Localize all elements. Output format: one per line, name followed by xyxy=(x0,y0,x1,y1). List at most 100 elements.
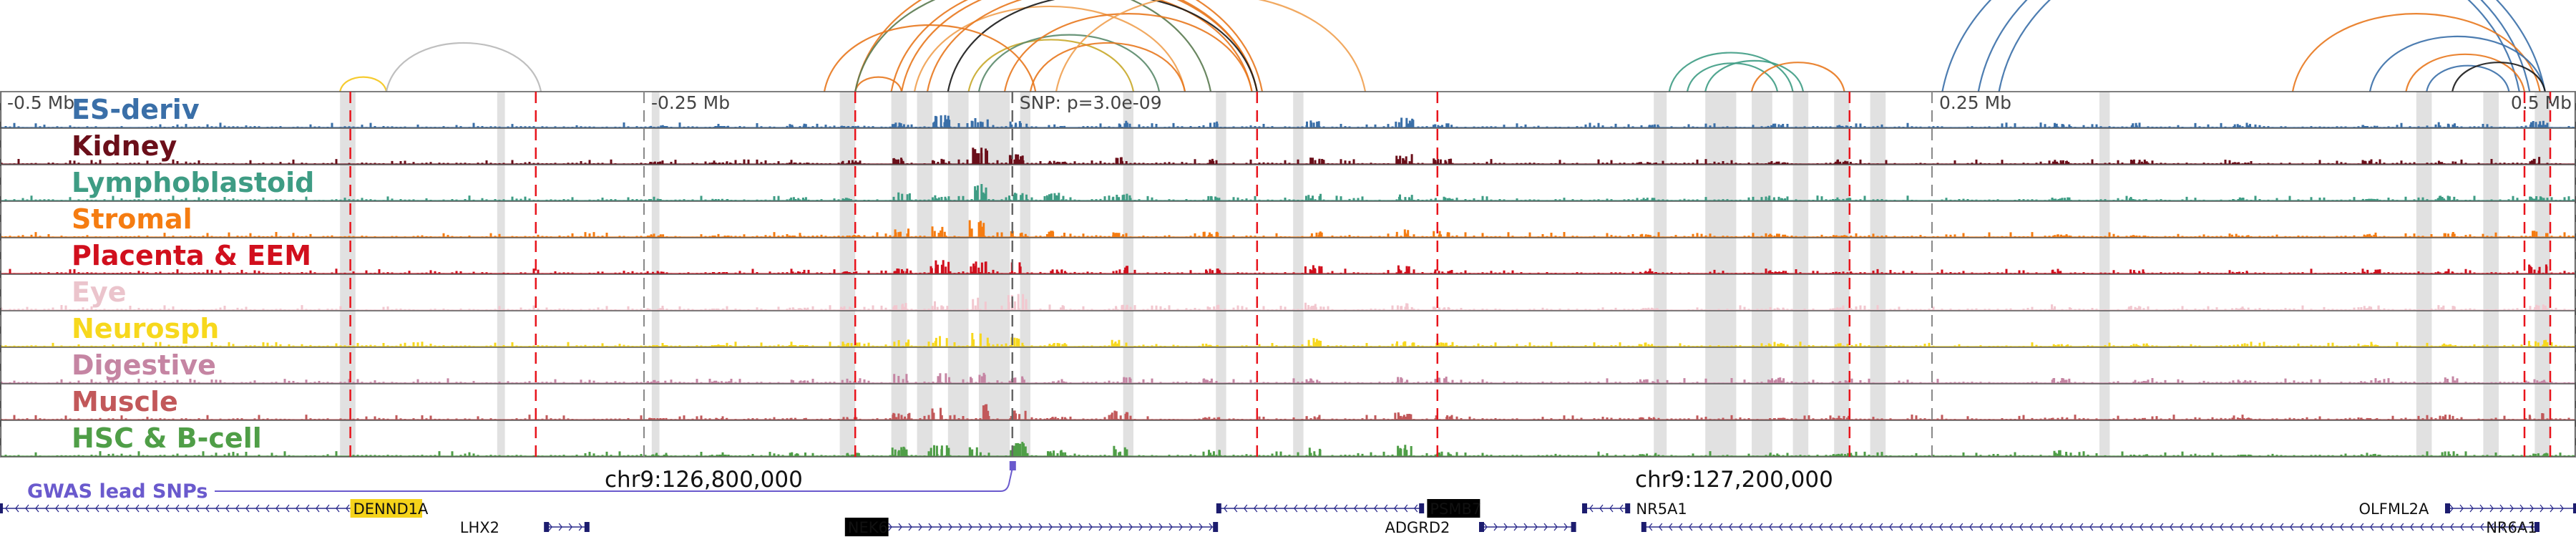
gene-label: NR5A1 xyxy=(1636,500,1687,518)
coordinate-label: chr9:127,200,000 xyxy=(1635,467,1833,493)
gwas-lead-snps-label: GWAS lead SNPs xyxy=(27,480,208,503)
loop-arc-6 xyxy=(900,0,1258,92)
gene-label-highlight xyxy=(844,518,889,536)
strand-arrows xyxy=(2449,504,2564,513)
signal-peaks xyxy=(0,147,2575,164)
track-label-eye: Eye xyxy=(72,276,127,308)
loop-arc-19 xyxy=(1750,62,1845,92)
gene-label: NR6A1 xyxy=(2486,519,2537,536)
track-es-deriv xyxy=(0,91,2576,128)
strand-arrows xyxy=(1223,504,1418,513)
signal-peaks xyxy=(0,333,2575,347)
gene-exon xyxy=(2534,522,2540,532)
loop-arc-3 xyxy=(854,0,1264,92)
gene-label: PSMB7 xyxy=(1430,500,1481,518)
loop-arc-14 xyxy=(1029,42,1186,92)
gene-exon xyxy=(1419,503,1425,513)
track-label-digestive: Digestive xyxy=(72,349,216,381)
gene-label: LHX2 xyxy=(460,519,499,536)
gene-label: OLFML2A xyxy=(2359,500,2429,518)
loop-arc-10 xyxy=(967,39,1135,92)
signal-peaks xyxy=(0,260,2575,274)
gene-exon xyxy=(1582,503,1587,513)
track-kidney xyxy=(0,127,2576,165)
gene-exon xyxy=(1479,522,1484,532)
track-label-placenta-eem: Placenta & EEM xyxy=(72,240,311,271)
gene-track: chr9:126,800,000 chr9:127,200,000 DENND1A L… xyxy=(0,467,2576,536)
loop-arc-11 xyxy=(977,34,1161,92)
strand-arrows xyxy=(1589,504,1624,513)
loop-arc-15 xyxy=(1055,0,1367,92)
loop-arc-7 xyxy=(913,5,1186,92)
gene-exon xyxy=(1216,503,1221,513)
loop-arc-1 xyxy=(385,42,542,92)
gene-exon xyxy=(544,522,550,532)
loop-arc-25 xyxy=(2405,53,2526,92)
gene-dennd1a: DENND1A xyxy=(0,499,429,518)
signal-peaks xyxy=(0,404,2575,420)
loop-arc-9 xyxy=(947,0,1258,92)
gene-exon xyxy=(2445,503,2450,513)
track-label-hsc-b-cell: HSC & B-cell xyxy=(72,422,262,454)
signal-peaks xyxy=(0,442,2575,456)
loop-arc-20 xyxy=(1941,0,2546,92)
track-label-kidney: Kidney xyxy=(72,130,177,162)
loop-arc-26 xyxy=(2426,64,2510,92)
loop-arc-22 xyxy=(1998,0,2520,92)
loop-arc-21 xyxy=(1977,0,2531,92)
snp-pvalue-label: SNP: p=3.0e-09 xyxy=(1020,92,1162,113)
axis-tick-label: -0.25 Mb xyxy=(651,92,730,113)
track-labels: ES-deriv Kidney Lymphoblastoid Stromal Place… xyxy=(72,94,314,454)
gene-lhx2: LHX2 xyxy=(460,519,590,536)
gwas-track: GWAS lead SNPs xyxy=(27,461,1016,503)
loop-arc-2 xyxy=(854,76,903,92)
gene-label: DENND1A xyxy=(353,500,429,518)
axis-tick-label: 0.5 Mb xyxy=(2511,92,2572,113)
chromatin-loop-arcs xyxy=(339,0,2546,92)
loop-arc-17 xyxy=(1686,62,1779,92)
track-label-es-deriv: ES-deriv xyxy=(72,94,200,125)
loop-arc-12 xyxy=(1003,13,1253,92)
signal-peaks xyxy=(0,294,2575,310)
gene-exon xyxy=(2573,503,2576,513)
gene-nr6a1: NR6A1 xyxy=(1641,519,2540,536)
dashed-markers xyxy=(349,92,2552,457)
loop-arc-0 xyxy=(339,76,388,92)
gene-olfml2a: OLFML2A xyxy=(2359,500,2576,518)
loop-arc-13 xyxy=(823,24,1037,92)
track-muscle xyxy=(0,383,2576,420)
track-label-stromal: Stromal xyxy=(72,203,192,235)
track-placenta-eem xyxy=(0,237,2576,274)
strand-arrows xyxy=(5,504,380,513)
gene-nek6: NEK6 xyxy=(844,518,1219,536)
loop-arc-4 xyxy=(854,0,1212,92)
coordinate-axis: -0.5 Mb -0.25 Mb 0.25 Mb 0.5 Mb SNP: p=3.0e-… xyxy=(0,92,2576,457)
gene-exon xyxy=(1571,522,1576,532)
gene-label-highlight xyxy=(1427,499,1480,518)
strand-arrows xyxy=(1483,523,1568,531)
gene-label: NEK6 xyxy=(848,519,888,536)
gene-exon xyxy=(1641,522,1646,532)
gwas-connector xyxy=(215,468,1013,492)
loop-arc-24 xyxy=(2368,35,2546,92)
strand-arrows xyxy=(548,523,583,531)
signal-peaks xyxy=(0,115,2575,127)
gene-exon xyxy=(584,522,590,532)
track-eye xyxy=(0,274,2576,311)
gene-label: ADGRD2 xyxy=(1385,519,1450,536)
loop-arc-23 xyxy=(2291,13,2541,92)
gene-exon xyxy=(0,503,3,513)
track-neurosph xyxy=(0,310,2576,347)
coordinate-label: chr9:126,800,000 xyxy=(605,467,803,493)
axis-tick-label: -0.5 Mb xyxy=(7,92,74,113)
loop-arc-27 xyxy=(2451,62,2546,92)
signal-peaks xyxy=(0,184,2575,200)
signal-tracks xyxy=(0,91,2576,458)
track-hsc-b-cell xyxy=(0,420,2576,457)
track-digestive xyxy=(0,347,2576,384)
gene-adgrd2: ADGRD2 xyxy=(1385,519,1576,536)
gene-label-highlight xyxy=(350,499,422,518)
loop-arc-16 xyxy=(1668,52,1794,92)
gene-exon xyxy=(1625,503,1631,513)
